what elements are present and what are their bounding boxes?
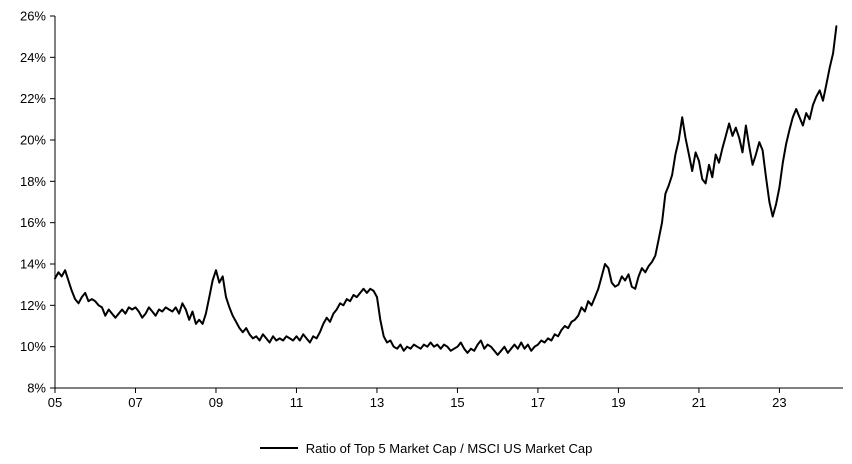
y-tick-label: 12% — [20, 298, 46, 313]
y-tick-label: 16% — [20, 215, 46, 230]
y-tick-label: 24% — [20, 50, 46, 65]
x-tick-label: 07 — [128, 395, 142, 410]
y-tick-label: 18% — [20, 174, 46, 189]
x-tick-label: 21 — [692, 395, 706, 410]
x-tick-label: 13 — [370, 395, 384, 410]
x-tick-label: 15 — [450, 395, 464, 410]
x-tick-label: 19 — [611, 395, 625, 410]
line-chart: 8% 10% 12% 14% 16% 18% 20% 22% 24% 26% 05 07 09 11 13 1… — [20, 9, 843, 410]
legend-line-swatch — [259, 447, 298, 449]
x-tick-label: 23 — [772, 395, 786, 410]
x-tick-label: 09 — [209, 395, 223, 410]
y-tick-label: 8% — [27, 381, 46, 396]
y-tick-label: 20% — [20, 133, 46, 148]
legend-label: Ratio of Top 5 Market Cap / MSCI US Mark… — [305, 440, 593, 456]
y-tick-label: 14% — [20, 257, 46, 272]
x-tick-label: 11 — [290, 395, 304, 410]
y-tick-label: 22% — [20, 91, 46, 106]
y-tick-label: 10% — [20, 339, 46, 354]
x-tick-label: 17 — [531, 395, 545, 410]
series-line — [54, 25, 838, 356]
chart-legend: Ratio of Top 5 Market Cap / MSCI US Mark… — [0, 429, 852, 464]
x-tick-label: 05 — [48, 395, 62, 410]
y-tick-label: 26% — [20, 9, 46, 24]
